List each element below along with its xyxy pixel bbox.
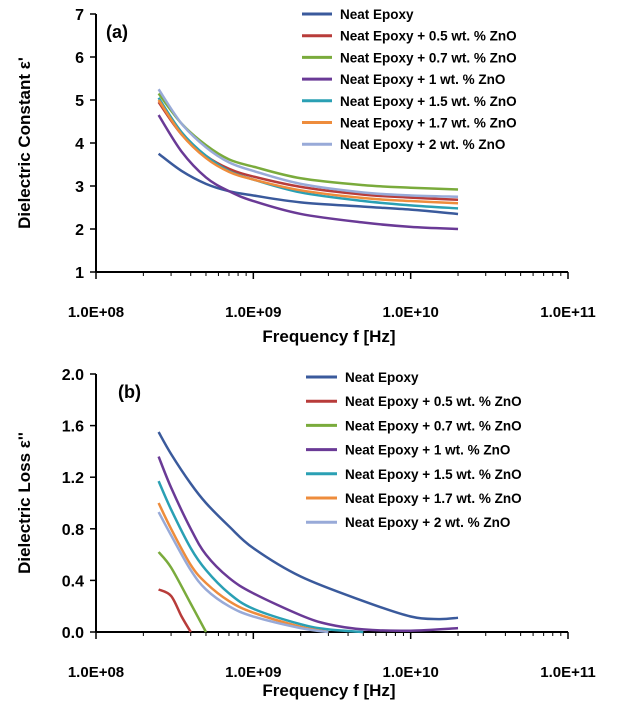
legend-label-1: Neat Epoxy + 0.5 wt. % ZnO	[340, 29, 517, 44]
series-line-2	[157, 551, 208, 633]
legend-label-3: Neat Epoxy + 1 wt. % ZnO	[345, 443, 510, 458]
y-tick-label: 4	[75, 136, 84, 153]
legend-label-2: Neat Epoxy + 0.7 wt. % ZnO	[345, 418, 522, 433]
chart-panel-0: 1 2 3 4 5 6 7 1.0E+08 1.0E+09 1.0E+10 1.0E+11 Frequ…	[15, 7, 596, 346]
chart-panel-1: 0.0 0.4 0.8 1.2 1.6 2.0 1.0E+08 1.0E+09 1.0E+10 1…	[15, 367, 596, 700]
series-line-1	[158, 588, 192, 633]
y-tick-label: 0.0	[62, 625, 84, 642]
legend-label-5: Neat Epoxy + 1.7 wt. % ZnO	[340, 116, 517, 131]
y-axis-label: Dielectric Constant ε'	[15, 57, 34, 229]
legend-label-6: Neat Epoxy + 2 wt. % ZnO	[345, 515, 510, 530]
legend-label-6: Neat Epoxy + 2 wt. % ZnO	[340, 137, 505, 152]
series-line-6	[157, 88, 459, 198]
series-line-6	[157, 511, 329, 634]
y-tick-label: 7	[75, 7, 84, 24]
x-axis-label: Frequency f [Hz]	[262, 327, 395, 346]
y-tick-label: 3	[75, 179, 84, 196]
legend-label-5: Neat Epoxy + 1.7 wt. % ZnO	[345, 491, 522, 506]
y-tick-label: 1.6	[62, 419, 84, 436]
legend-label-2: Neat Epoxy + 0.7 wt. % ZnO	[340, 50, 517, 65]
x-tick-label: 1.0E+09	[225, 304, 281, 321]
x-tick-label: 1.0E+11	[540, 664, 595, 681]
x-tick-label: 1.0E+10	[383, 664, 439, 681]
series-line-5	[157, 502, 329, 634]
panel-label: (a)	[106, 22, 128, 42]
series-line-3	[157, 114, 459, 231]
y-tick-label: 2.0	[62, 367, 84, 384]
legend-label-4: Neat Epoxy + 1.5 wt. % ZnO	[345, 467, 522, 482]
y-tick-label: 5	[75, 93, 84, 110]
y-tick-label: 0.4	[62, 573, 84, 590]
legend-label-0: Neat Epoxy	[345, 370, 419, 385]
y-tick-label: 1.2	[62, 470, 84, 487]
legend-label-3: Neat Epoxy + 1 wt. % ZnO	[340, 72, 505, 87]
x-tick-label: 1.0E+11	[540, 304, 595, 321]
y-tick-label: 2	[75, 222, 84, 239]
y-axis-label: Dielectric Loss ε''	[15, 432, 34, 574]
series-line-3	[157, 456, 459, 633]
y-tick-label: 1	[75, 265, 84, 282]
panel-label: (b)	[118, 382, 141, 402]
legend-label-4: Neat Epoxy + 1.5 wt. % ZnO	[340, 94, 517, 109]
legend-label-1: Neat Epoxy + 0.5 wt. % ZnO	[345, 394, 522, 409]
series-line-4	[157, 480, 364, 634]
series-line-0	[157, 152, 459, 216]
x-tick-label: 1.0E+09	[225, 664, 281, 681]
series-line-5	[157, 99, 459, 205]
x-tick-label: 1.0E+08	[68, 304, 124, 321]
y-tick-label: 0.8	[62, 522, 84, 539]
legend-label-0: Neat Epoxy	[340, 7, 414, 22]
x-tick-label: 1.0E+10	[383, 304, 439, 321]
x-axis-label: Frequency f [Hz]	[262, 681, 395, 700]
x-tick-label: 1.0E+08	[68, 664, 124, 681]
y-tick-label: 6	[75, 50, 84, 67]
series-line-0	[157, 431, 459, 621]
